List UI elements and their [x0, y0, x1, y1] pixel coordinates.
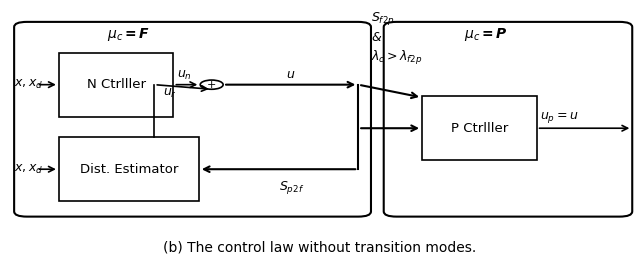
Text: $\boldsymbol{\mu_c = F}$: $\boldsymbol{\mu_c = F}$	[108, 26, 150, 43]
FancyBboxPatch shape	[422, 96, 537, 160]
Text: +: +	[207, 80, 216, 90]
FancyBboxPatch shape	[59, 53, 173, 117]
Text: $x, x_d$: $x, x_d$	[13, 78, 43, 91]
FancyBboxPatch shape	[59, 137, 199, 201]
Text: N Ctrlller: N Ctrlller	[86, 78, 145, 91]
Text: $x, x_d$: $x, x_d$	[13, 163, 43, 176]
Text: $u_p = u$: $u_p = u$	[540, 111, 578, 125]
Text: $S_{f2p}$
&
$\lambda_c > \lambda_{f2p}$: $S_{f2p}$ & $\lambda_c > \lambda_{f2p}$	[371, 10, 422, 67]
Text: Dist. Estimator: Dist. Estimator	[79, 163, 178, 176]
FancyBboxPatch shape	[14, 22, 371, 217]
Text: P Ctrlller: P Ctrlller	[451, 122, 508, 135]
Text: (b) The control law without transition modes.: (b) The control law without transition m…	[163, 240, 477, 254]
Text: $u_n$: $u_n$	[177, 69, 192, 82]
Text: $\boldsymbol{\mu_c = P}$: $\boldsymbol{\mu_c = P}$	[464, 26, 508, 43]
FancyBboxPatch shape	[384, 22, 632, 217]
Text: $u_r$: $u_r$	[163, 87, 177, 100]
Text: $u$: $u$	[286, 68, 296, 81]
Text: $S_{p2f}$: $S_{p2f}$	[278, 179, 304, 196]
